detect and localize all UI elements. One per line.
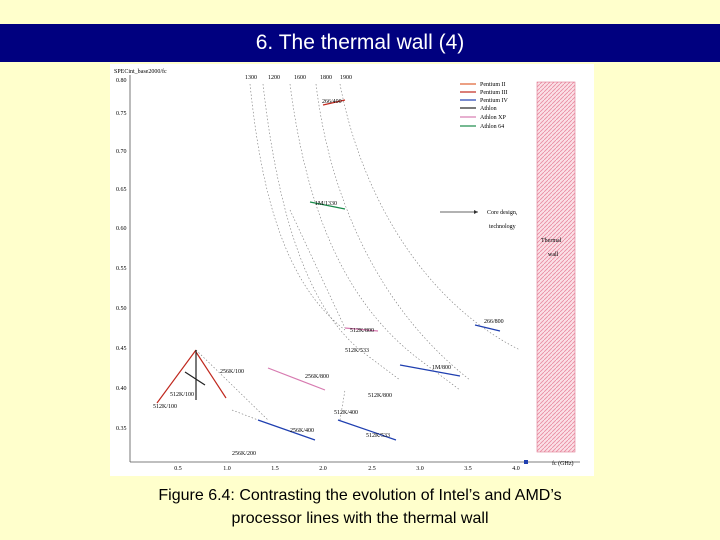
legend-label: Pentium IV [480, 98, 508, 104]
thermal-wall [536, 81, 576, 453]
x-tick-label: 4.0 [512, 466, 520, 472]
annotation: Thermal [541, 238, 562, 244]
point-label: 256K/800 [305, 374, 329, 380]
point-label: 512K/100 [170, 392, 194, 398]
annotation: wall [548, 252, 559, 258]
point-label: 512K/100 [153, 404, 177, 410]
x-tick-label: 0.5 [174, 466, 182, 472]
y-axis-label: SPECint_base2000/fc [114, 68, 167, 75]
x-tick-label: 2.0 [319, 466, 327, 472]
caption-line: processor lines with the thermal wall [231, 510, 489, 527]
point-label: 1M/800 [432, 365, 451, 371]
marker [524, 460, 528, 464]
point-label: 512K/533 [345, 348, 369, 354]
x-tick-label: 2.5 [368, 466, 376, 472]
point-label: 512K/800 [350, 328, 374, 334]
point-label: 512K/400 [334, 410, 358, 416]
curve-label: 1300 [245, 75, 257, 81]
caption-line: Figure 6.4: Contrasting the evolution of… [158, 487, 562, 504]
x-tick-label: 1.5 [271, 466, 279, 472]
y-tick-label: 0.35 [116, 426, 127, 432]
y-tick-label: 0.80 [116, 78, 127, 84]
annotation: technology [489, 224, 516, 230]
point-label: 256K/400 [290, 428, 314, 434]
legend-label: Athlon 64 [480, 124, 504, 130]
y-tick-label: 0.70 [116, 149, 127, 155]
legend-label: Athlon [480, 106, 497, 112]
point-label: 512K/800 [368, 393, 392, 399]
x-tick-label: 3.0 [416, 466, 424, 472]
caption: Figure 6.4: Contrasting the evolution of… [0, 484, 720, 530]
curve-label: 1200 [268, 75, 280, 81]
iso-curves [195, 83, 521, 421]
legend-label: Pentium III [480, 90, 508, 96]
y-tick-label: 0.45 [116, 346, 127, 352]
y-tick-label: 0.50 [116, 306, 127, 312]
y-tick-label: 0.55 [116, 266, 127, 272]
annotation: Core design, [487, 210, 518, 216]
x-axis-label: fc (GHz) [552, 460, 574, 467]
processor-lines [156, 99, 501, 441]
point-label: 1M/1330 [315, 201, 337, 207]
arrow-head [474, 210, 478, 214]
point-label: 256K/100 [220, 369, 244, 375]
point-label: 256K/200 [232, 451, 256, 457]
y-tick-label: 0.40 [116, 386, 127, 392]
legend-swatches [460, 83, 476, 127]
slide-title: 6. The thermal wall (4) [0, 24, 720, 62]
legend-label: Athlon XP [480, 115, 507, 121]
y-tick-label: 0.60 [116, 226, 127, 232]
y-tick-label: 0.65 [116, 187, 127, 193]
x-tick-label: 1.0 [223, 466, 231, 472]
curve-label: 1800 [320, 75, 332, 81]
x-tick-label: 3.5 [464, 466, 472, 472]
point-label: 266/400 [322, 99, 342, 105]
point-label: 512K/533 [366, 433, 390, 439]
curve-label: 1900 [340, 75, 352, 81]
point-label: 266/800 [484, 319, 504, 325]
y-tick-label: 0.75 [116, 111, 127, 117]
curve-label: 1600 [294, 75, 306, 81]
legend-label: Pentium II [480, 82, 506, 88]
